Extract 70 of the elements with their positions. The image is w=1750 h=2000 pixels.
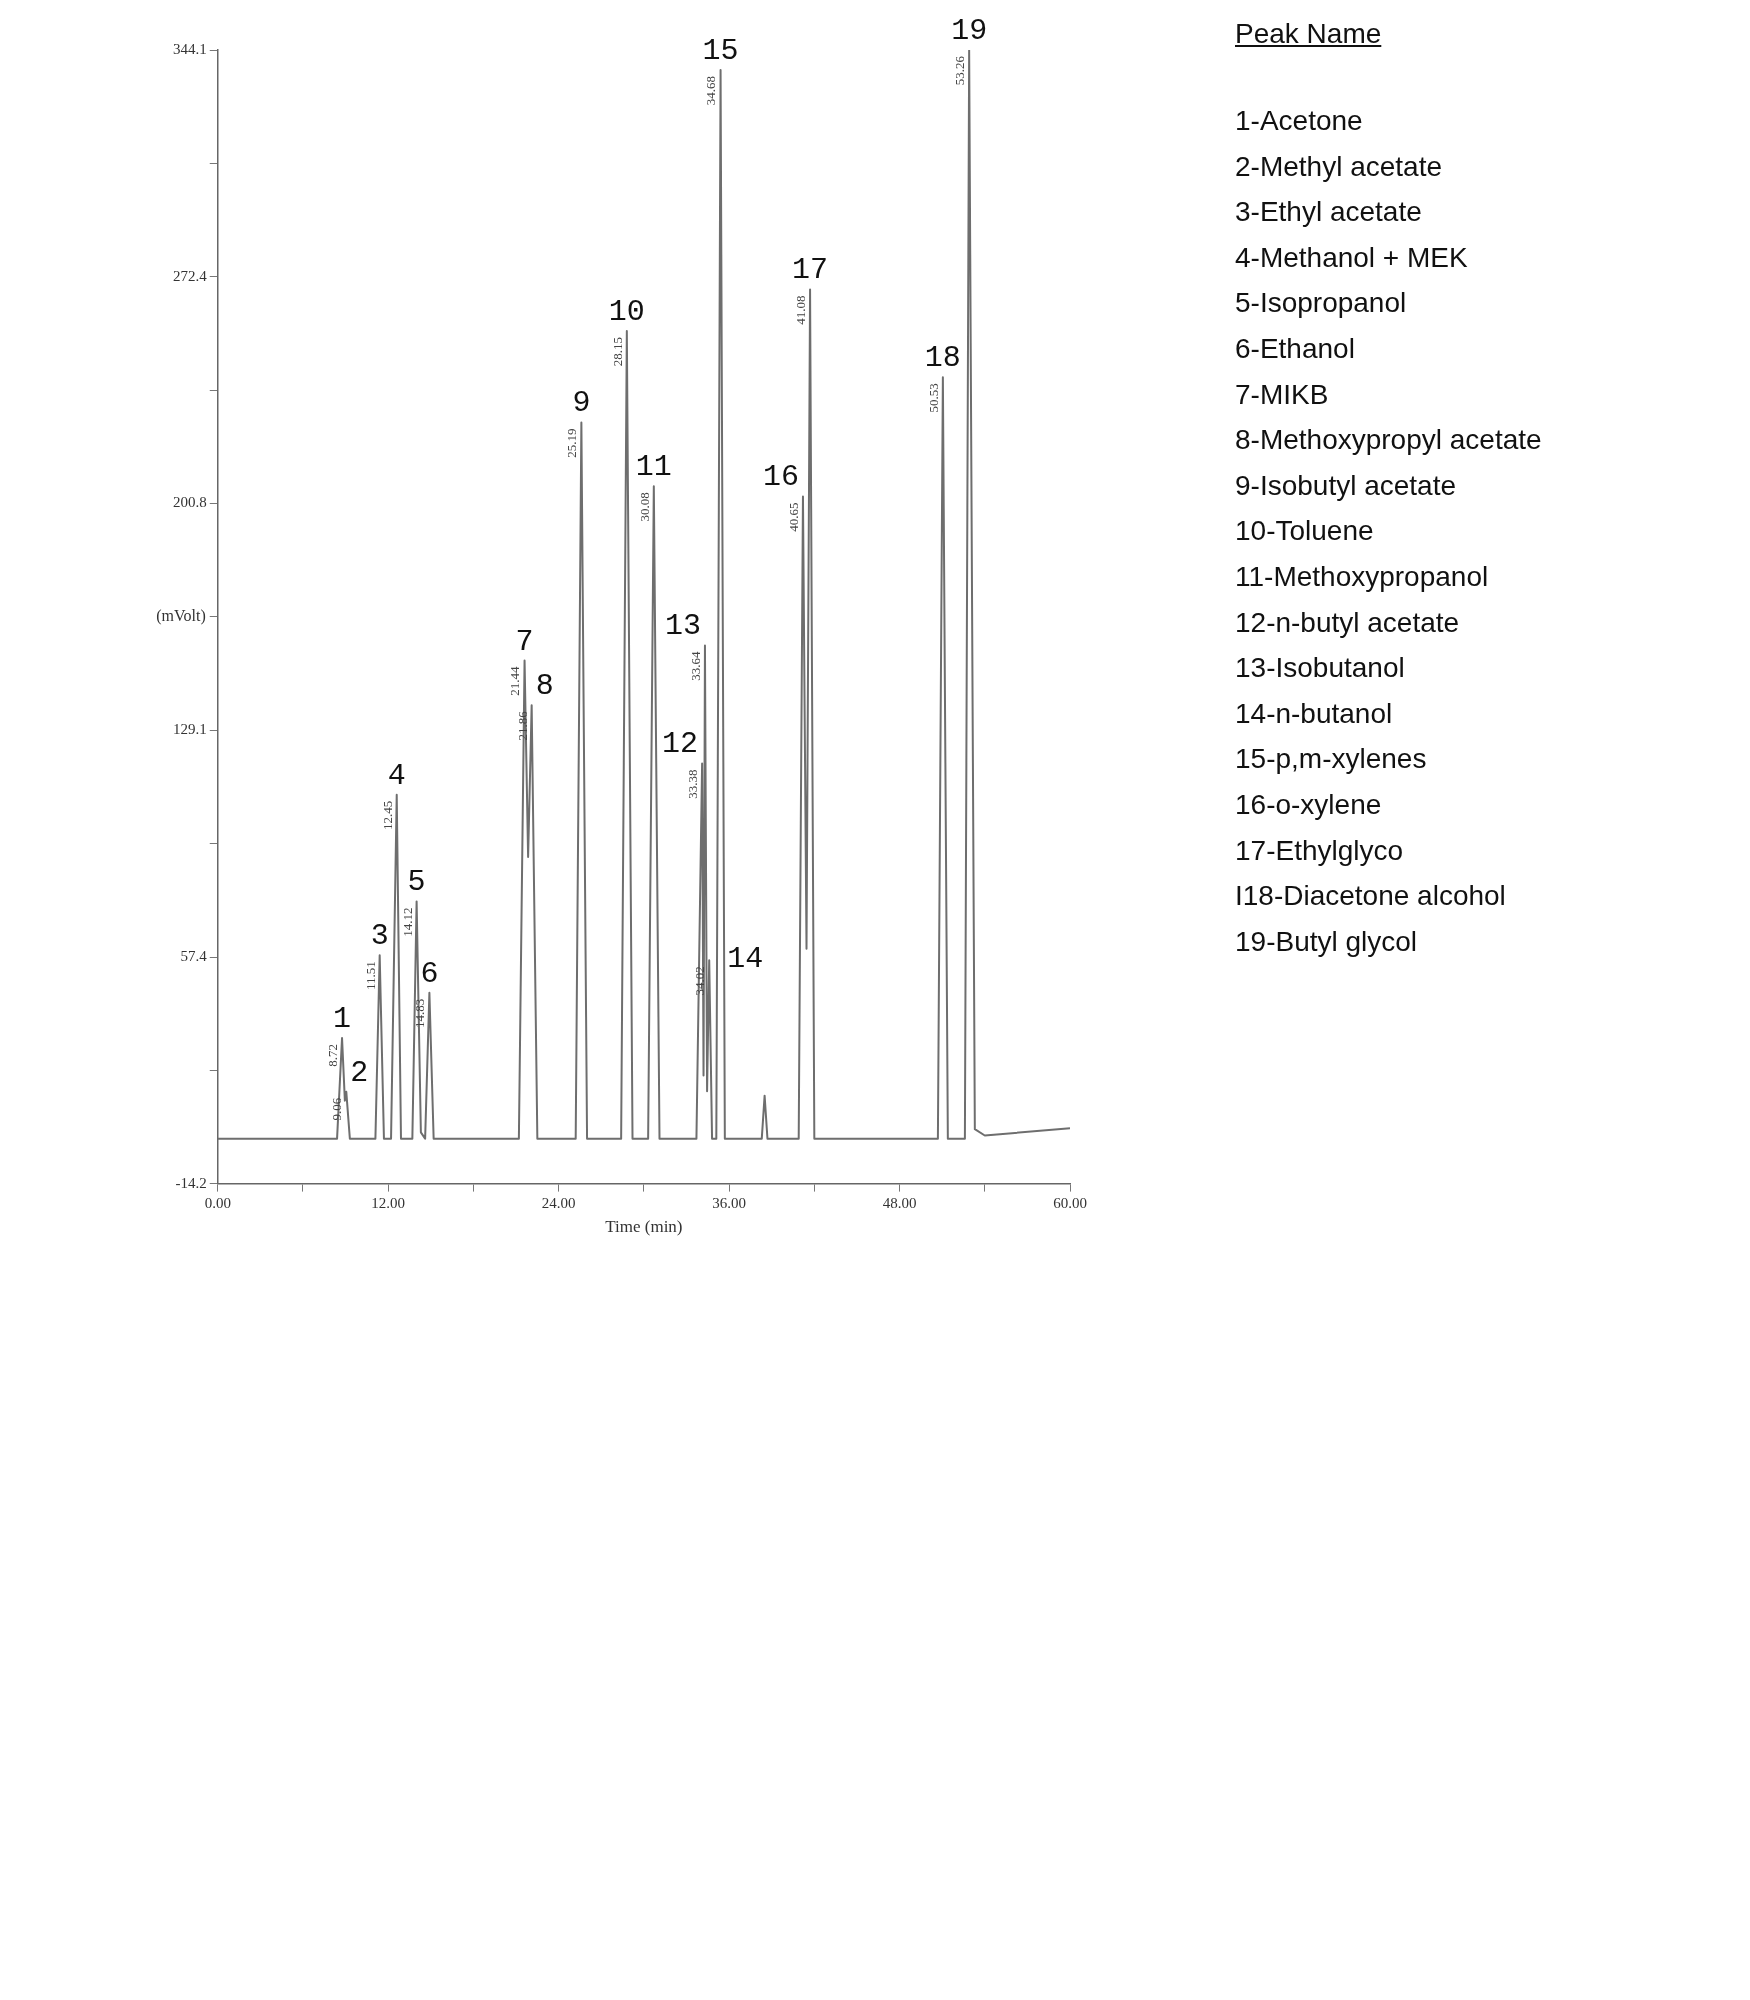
text: I18-Diacetone alcohol: [1235, 879, 1507, 914]
annotation: 13: [664, 609, 701, 644]
annotation: 50.53: [925, 383, 941, 413]
text: 16-o-xylene: [1235, 787, 1383, 822]
x-tick-label: 24.00: [541, 1194, 576, 1211]
annotation: 9.06: [329, 1097, 345, 1121]
y-tick-label: -14.2: [175, 1174, 207, 1191]
y-axis-title: (mVolt): [156, 607, 206, 625]
annotation: 53.26: [952, 55, 968, 86]
annotation: 2: [350, 1055, 369, 1090]
y-tick-label: 129.1: [173, 721, 207, 738]
annotation: 1: [333, 1002, 352, 1036]
annotation: 8.72: [324, 1044, 340, 1067]
x-tick-label: 48.00: [882, 1194, 917, 1211]
text: 19-Butyl glycol: [1235, 924, 1419, 959]
annotation: 3: [370, 919, 389, 954]
annotation: 28.15: [609, 336, 625, 367]
annotation: 8: [535, 669, 554, 704]
text: Peak Name: [1235, 18, 1383, 50]
text: 3-Ethyl acetate: [1235, 195, 1423, 230]
text: 15-p,m-xylenes: [1235, 742, 1428, 777]
annotation: 14.12: [399, 907, 415, 937]
x-tick-label: 0.00: [204, 1194, 231, 1211]
text: 6-Ethanol: [1235, 331, 1356, 366]
y-tick-label: 57.4: [180, 948, 208, 965]
x-tick-label: 60.00: [1053, 1194, 1087, 1211]
x-tick-label: 12.00: [371, 1194, 406, 1211]
y-tick-label: 272.4: [173, 267, 208, 284]
annotation: 4: [387, 758, 406, 793]
annotation: 16: [762, 460, 799, 495]
annotation: 40.65: [785, 502, 801, 532]
annotation: 21.44: [507, 666, 523, 696]
text: 13-Isobutanol: [1235, 651, 1406, 686]
annotation: 11.51: [362, 961, 378, 990]
annotation: 11: [635, 450, 672, 485]
x-axis-title: Time (min): [605, 1217, 683, 1237]
annotation: 15: [702, 33, 739, 68]
text: 12-n-butyl acetate: [1235, 605, 1461, 640]
text: 5-Isopropanol: [1235, 286, 1408, 321]
text: 14-n-butanol: [1235, 696, 1394, 731]
annotation: 17: [792, 253, 829, 288]
x-tick-label: 36.00: [712, 1194, 746, 1211]
y-tick-label: 200.8: [173, 494, 207, 511]
annotation: 12: [662, 727, 699, 762]
annotation: 9: [572, 386, 591, 421]
annotation: 41.08: [792, 295, 808, 325]
annotation: 7: [515, 624, 534, 659]
text: 17-Ethylglyco: [1235, 833, 1405, 868]
annotation: 6: [420, 956, 439, 991]
y-tick-label: 344.1: [173, 40, 207, 57]
text: 7-MIKB: [1235, 377, 1330, 412]
text: 11-Methoxypropanol: [1235, 559, 1490, 594]
annotation: 19: [951, 13, 988, 48]
annotation: 33.64: [687, 650, 703, 681]
annotation: 5: [407, 865, 426, 900]
annotation: 34.68: [703, 75, 719, 106]
text: 1-Acetone: [1235, 104, 1364, 138]
annotation: 18: [924, 341, 961, 376]
annotation: 12.45: [379, 800, 395, 831]
text: 9-Isobutyl acetate: [1235, 468, 1458, 503]
annotation: 25.19: [564, 428, 580, 458]
text: 4-Methanol + MEK: [1235, 240, 1469, 275]
text: 8-Methoxypropyl acetate: [1235, 423, 1542, 458]
annotation: 14.83: [412, 998, 428, 1029]
annotation: 10: [608, 294, 645, 329]
annotation: 14: [727, 942, 764, 977]
annotation: 30.08: [636, 492, 652, 522]
annotation: 33.38: [685, 769, 701, 799]
text: 2-Methyl acetate: [1235, 149, 1443, 184]
text: 10-Toluene: [1235, 514, 1375, 549]
